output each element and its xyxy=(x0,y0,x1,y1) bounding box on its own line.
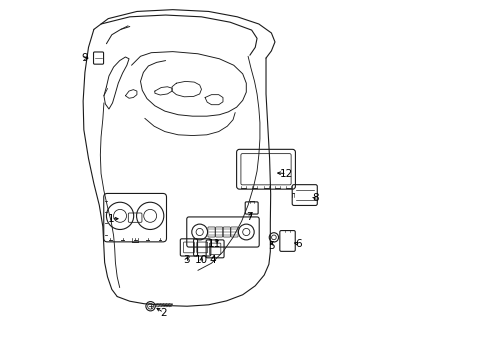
Text: 10: 10 xyxy=(195,255,207,265)
Text: 7: 7 xyxy=(246,212,253,221)
Text: 8: 8 xyxy=(311,193,318,203)
Text: 3: 3 xyxy=(183,255,189,265)
Text: 1: 1 xyxy=(107,214,114,224)
Text: 12: 12 xyxy=(280,168,293,179)
Text: 5: 5 xyxy=(267,241,274,251)
Text: 11: 11 xyxy=(207,239,220,249)
Text: 6: 6 xyxy=(294,239,301,249)
Text: 9: 9 xyxy=(81,53,88,63)
Text: 4: 4 xyxy=(209,255,216,265)
Text: 2: 2 xyxy=(160,308,167,318)
